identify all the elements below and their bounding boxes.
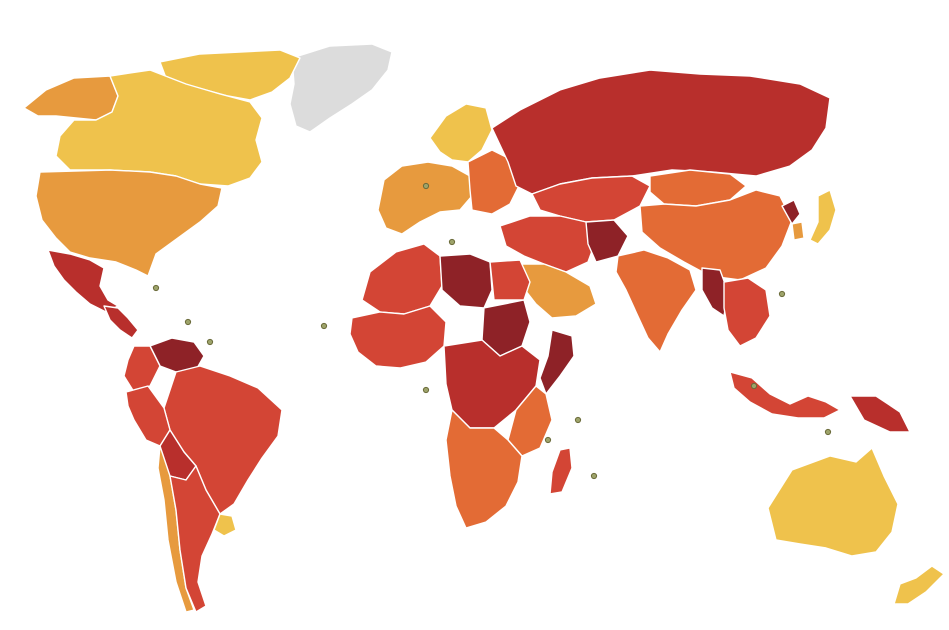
island-marker (422, 182, 430, 190)
region-argentina[interactable] (169, 465, 221, 613)
island-markers (152, 182, 832, 480)
region-arabian-peninsula[interactable] (513, 263, 597, 319)
island-marker (320, 322, 328, 330)
region-central-america[interactable] (103, 305, 139, 339)
region-venezuela[interactable] (149, 337, 205, 373)
region-southeast-asia[interactable] (723, 277, 771, 347)
region-somalia[interactable] (539, 329, 575, 395)
region-new-zealand[interactable] (893, 565, 945, 605)
region-egypt[interactable] (489, 259, 531, 301)
island-marker (750, 382, 758, 390)
region-papua-new-guinea[interactable] (849, 395, 911, 433)
region-united-states[interactable] (35, 169, 223, 277)
region-north-africa[interactable] (361, 243, 443, 315)
region-uruguay[interactable] (213, 513, 237, 537)
region-middle-east[interactable] (499, 215, 597, 273)
region-peru[interactable] (125, 385, 171, 447)
island-marker (590, 472, 598, 480)
region-southern-africa[interactable] (445, 409, 523, 529)
island-marker (824, 428, 832, 436)
region-madagascar[interactable] (549, 447, 573, 495)
region-india[interactable] (615, 249, 697, 353)
region-west-africa[interactable] (349, 305, 447, 369)
region-alaska[interactable] (23, 75, 119, 121)
island-marker (152, 284, 160, 292)
region-eastern-europe[interactable] (467, 149, 521, 215)
island-marker (206, 338, 214, 346)
island-marker (574, 416, 582, 424)
region-greenland[interactable] (289, 43, 393, 133)
island-marker (778, 290, 786, 298)
region-myanmar[interactable] (701, 267, 729, 317)
region-libya[interactable] (439, 253, 493, 309)
region-mexico[interactable] (47, 249, 119, 313)
region-japan[interactable] (809, 189, 837, 245)
region-china[interactable] (639, 189, 793, 281)
island-marker (544, 436, 552, 444)
region-australia[interactable] (767, 447, 899, 557)
island-marker (448, 238, 456, 246)
region-korea[interactable] (791, 221, 805, 241)
island-marker (184, 318, 192, 326)
region-scandinavia[interactable] (429, 103, 493, 163)
island-marker (422, 386, 430, 394)
region-north-korea[interactable] (781, 199, 801, 225)
region-western-europe[interactable] (377, 161, 473, 235)
region-indonesia[interactable] (729, 371, 841, 419)
